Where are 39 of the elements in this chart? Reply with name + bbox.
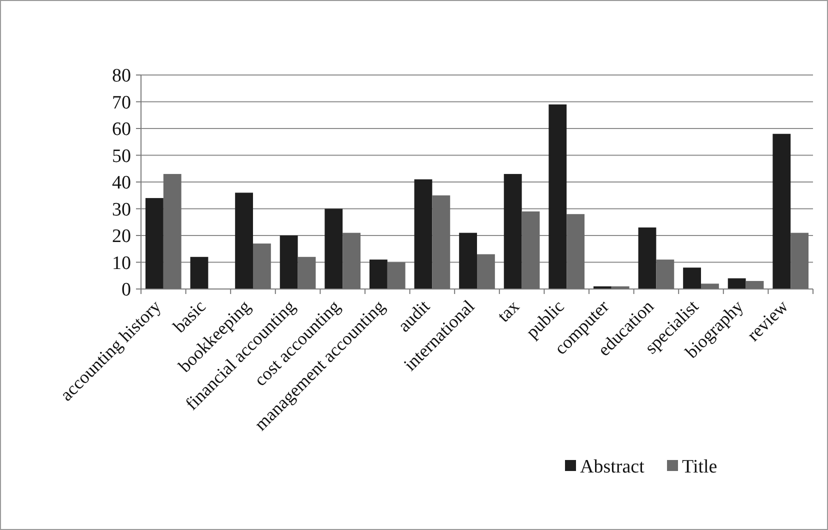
y-tick-label: 40	[112, 172, 131, 194]
y-tick-label: 30	[112, 199, 131, 220]
bar	[638, 227, 656, 289]
bar	[548, 104, 567, 289]
legend-label: Abstract	[580, 456, 646, 478]
y-tick-label: 70	[112, 92, 131, 114]
bar	[253, 244, 271, 289]
y-tick-label: 20	[112, 226, 131, 248]
bar	[235, 192, 253, 289]
bar	[387, 262, 406, 289]
bar	[145, 198, 164, 289]
bar	[683, 268, 701, 289]
bar	[459, 232, 477, 289]
x-tick-label: tax	[493, 296, 524, 326]
bar	[190, 256, 208, 289]
y-tick-label: 80	[112, 66, 131, 87]
bar	[522, 211, 540, 289]
bar	[701, 284, 719, 289]
bar	[163, 174, 182, 289]
bar	[432, 195, 450, 289]
bar	[504, 174, 522, 289]
y-tick-label: 50	[112, 146, 131, 167]
bar	[414, 179, 432, 289]
bar	[790, 232, 809, 289]
legend-label: Title	[682, 456, 718, 478]
bar	[746, 280, 764, 289]
bar	[280, 236, 298, 289]
bar	[656, 260, 674, 289]
bar	[566, 214, 585, 289]
bar	[772, 134, 791, 289]
bar	[342, 232, 361, 289]
bar	[477, 254, 495, 289]
y-tick-label: 60	[112, 119, 131, 140]
y-tick-label: 0	[122, 280, 131, 301]
bar	[369, 260, 388, 289]
y-tick-label: 10	[112, 252, 131, 274]
bar	[298, 256, 316, 289]
bar	[728, 278, 746, 289]
bar	[324, 208, 343, 289]
